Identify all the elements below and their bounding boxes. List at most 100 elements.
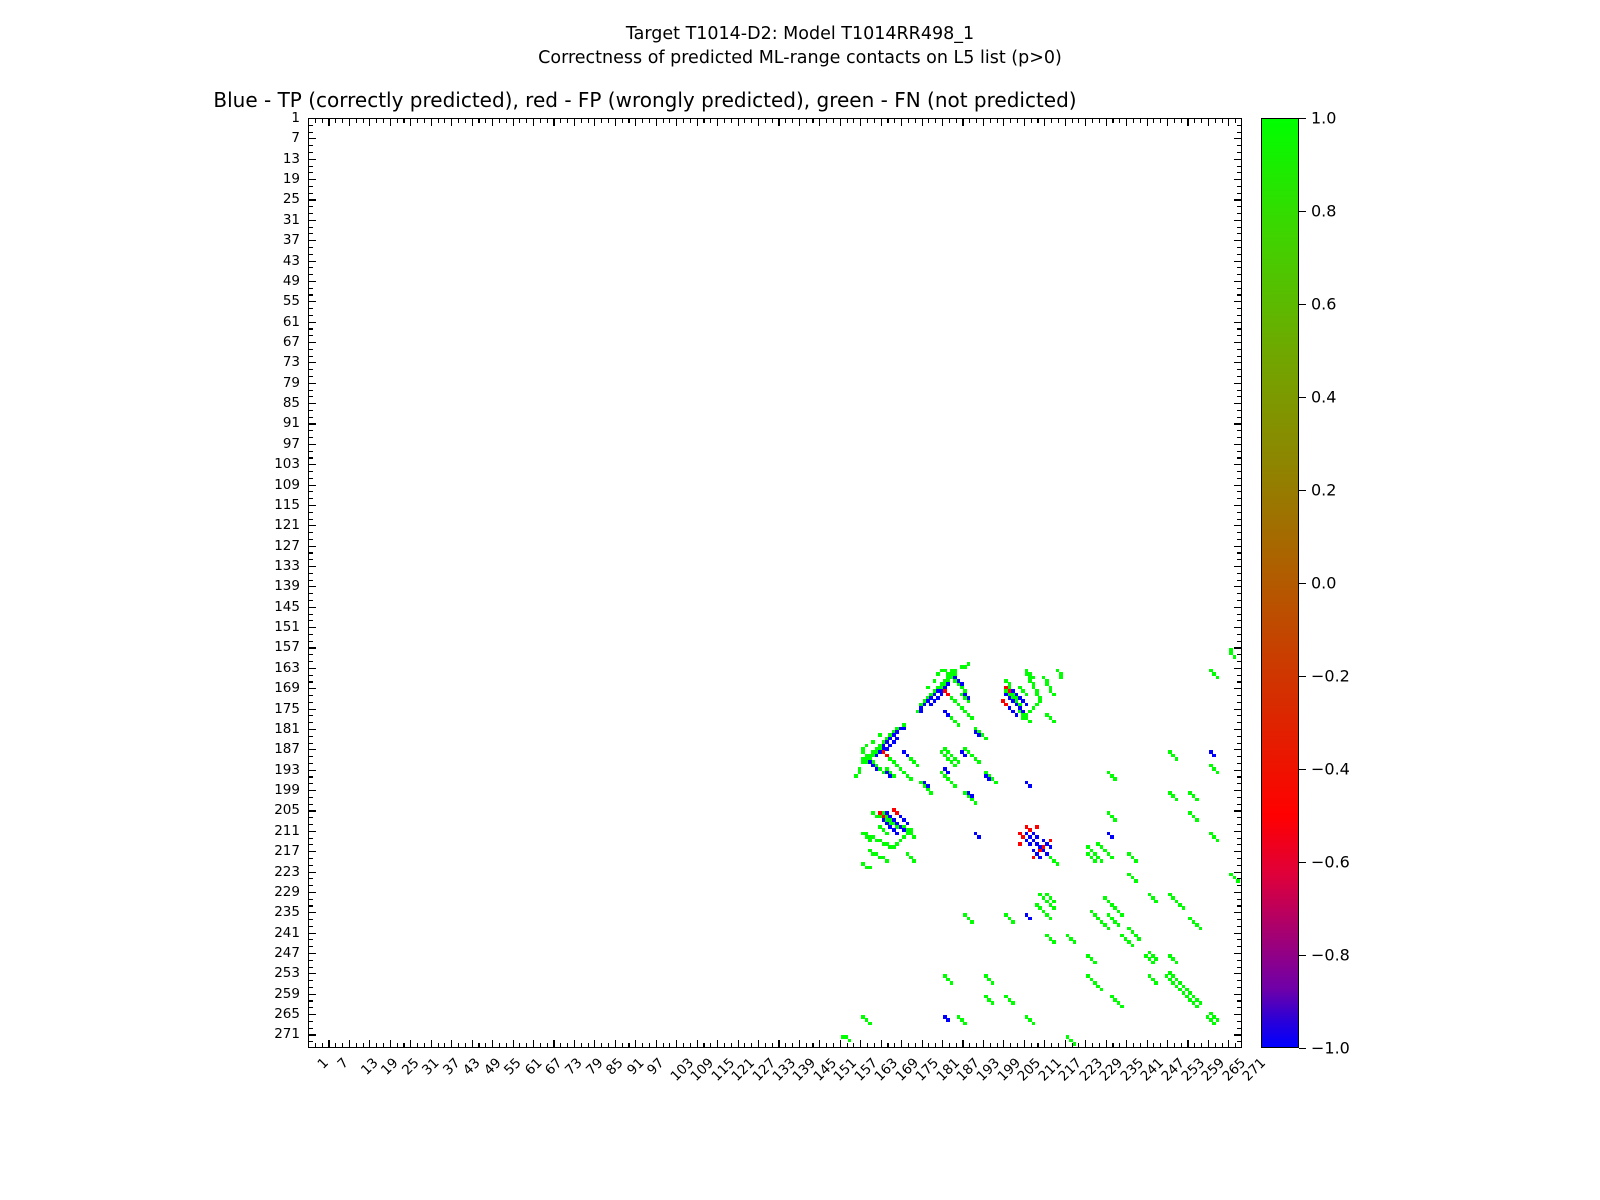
contact-cell	[1168, 953, 1172, 958]
contact-cell	[1171, 974, 1176, 978]
contact-cell	[1215, 838, 1220, 843]
x-tick-label: 193	[974, 1055, 1004, 1085]
y-tick-label: 73	[282, 354, 300, 371]
contact-cell	[902, 726, 906, 731]
y-tick-label: 103	[274, 456, 300, 473]
contact-cell	[888, 845, 893, 849]
contact-cell	[1058, 675, 1063, 680]
contact-cell	[1191, 814, 1196, 819]
y-tick-label: 7	[291, 130, 300, 147]
contact-cell	[983, 770, 988, 775]
contact-cell	[963, 791, 968, 795]
contact-cell	[1181, 991, 1186, 995]
contact-cell	[1007, 689, 1012, 693]
contact-cell	[864, 865, 869, 870]
contact-cell	[1038, 855, 1043, 860]
contact-cell	[1045, 679, 1049, 683]
contact-cell	[1048, 838, 1053, 843]
contact-cell	[1018, 709, 1022, 714]
x-tick-label: 265	[1219, 1055, 1250, 1085]
contact-cell	[868, 757, 872, 761]
contact-cell	[1127, 926, 1131, 931]
contact-cell	[1004, 994, 1008, 999]
contact-cell	[1096, 916, 1101, 921]
contact-cell	[946, 675, 951, 680]
contact-cell	[1014, 696, 1019, 700]
contact-cell	[949, 981, 954, 985]
contact-cell	[888, 770, 893, 775]
contact-cell	[891, 828, 896, 832]
contact-cell	[871, 811, 876, 815]
colorbar-tick	[1299, 862, 1306, 864]
contact-cell	[983, 774, 988, 778]
contact-matrix	[309, 119, 1241, 1047]
x-tick-label: 271	[1239, 1055, 1270, 1085]
x-tick-label: 229	[1096, 1055, 1127, 1085]
contact-cell	[908, 855, 913, 860]
contact-cell	[1171, 896, 1176, 900]
contact-cell	[874, 767, 879, 771]
colorbar-tick-label: 1.0	[1311, 108, 1337, 128]
contact-cell	[1127, 872, 1131, 877]
x-tick-label: 241	[1137, 1055, 1168, 1085]
contact-cell	[1147, 950, 1152, 955]
colorbar-tick	[1299, 118, 1306, 120]
contact-cell	[885, 746, 889, 751]
contact-cell	[943, 1015, 947, 1019]
contact-cell	[1018, 841, 1022, 846]
contact-cell	[1178, 987, 1182, 992]
y-tick-label: 145	[274, 598, 300, 615]
contact-cell	[925, 696, 930, 700]
contact-cell	[912, 835, 916, 839]
contact-cell	[1038, 696, 1043, 700]
colorbar-tick-label: 0.4	[1311, 387, 1337, 407]
x-tick-label: 151	[830, 1055, 861, 1085]
contact-cell	[885, 831, 889, 836]
contact-cell	[953, 668, 957, 673]
colorbar[interactable]	[1261, 118, 1299, 1048]
contact-cell	[881, 811, 886, 815]
contact-cell	[902, 828, 906, 832]
y-tick-label: 37	[282, 232, 300, 249]
contact-cell	[1110, 814, 1114, 819]
contact-cell	[1021, 716, 1026, 720]
contact-cell	[956, 679, 961, 683]
contact-cell	[1110, 855, 1114, 860]
contact-cell	[871, 740, 876, 744]
contact-cell	[1031, 685, 1036, 690]
contact-cell	[891, 740, 896, 744]
x-tick-label: 181	[933, 1055, 963, 1085]
contact-cell	[963, 696, 968, 700]
x-tick-label: 61	[521, 1055, 546, 1079]
contact-cell	[946, 679, 951, 683]
x-tick-label: 163	[871, 1055, 902, 1085]
contact-cell	[1018, 706, 1022, 710]
contact-cell	[987, 977, 991, 982]
contact-cell	[868, 848, 872, 853]
y-tick-label: 25	[282, 191, 300, 208]
contact-cell	[1174, 757, 1179, 761]
contact-cell	[891, 729, 896, 734]
contact-cell	[1000, 699, 1005, 703]
contact-cell	[1113, 906, 1118, 911]
contact-cell	[1191, 994, 1196, 999]
contact-cell	[868, 1021, 872, 1026]
contact-cell	[939, 692, 944, 697]
x-tick-label: 205	[1014, 1055, 1045, 1085]
contact-cell	[1028, 828, 1032, 832]
contact-map-axes[interactable]	[308, 118, 1242, 1048]
contact-cell	[1045, 899, 1049, 904]
contact-cell	[1045, 933, 1049, 938]
contact-cell	[881, 814, 886, 819]
figure-title: Target T1014-D2: Model T1014RR498_1 Corr…	[0, 22, 1600, 70]
contact-cell	[960, 682, 964, 687]
contact-cell	[1188, 998, 1193, 1002]
x-tick-label: 217	[1055, 1055, 1086, 1085]
contact-cell	[1031, 838, 1036, 843]
contact-cell	[970, 753, 974, 758]
contact-cell	[881, 818, 886, 822]
contact-cell	[1185, 987, 1189, 992]
contact-cell	[915, 709, 920, 714]
x-tick-label: 7	[334, 1055, 353, 1073]
